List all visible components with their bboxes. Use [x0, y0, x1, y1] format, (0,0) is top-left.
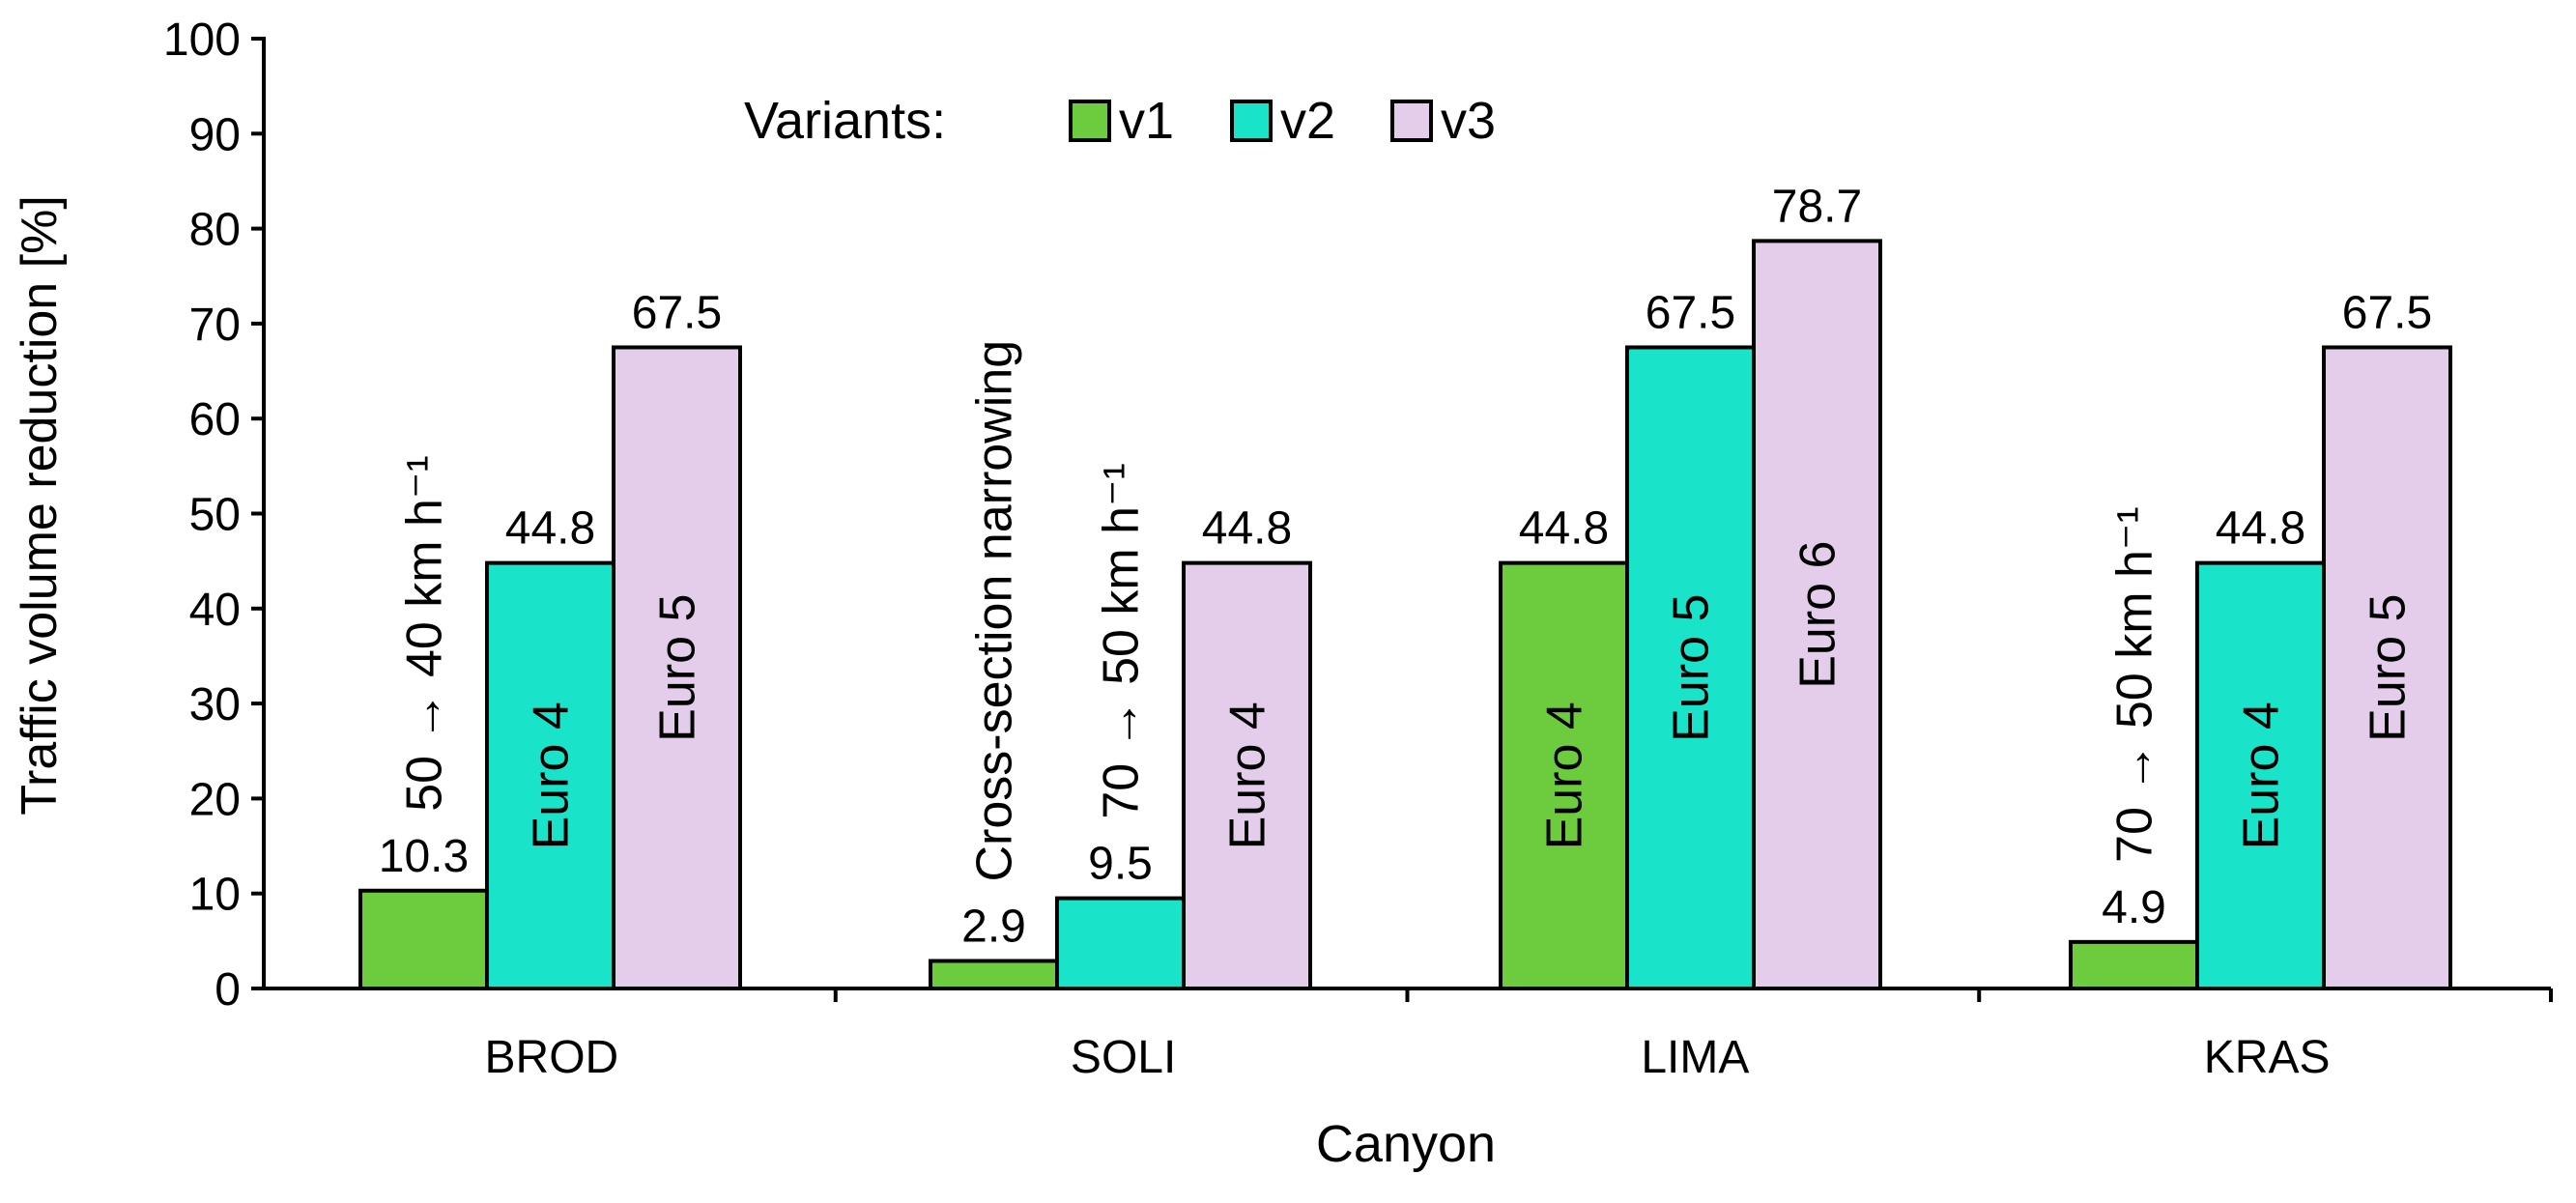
- y-tick-label: 30: [189, 679, 241, 730]
- data-label: 44.8: [2216, 503, 2305, 555]
- bar-annotation: Euro 4: [524, 702, 580, 849]
- bar-annotation: Euro 5: [2361, 594, 2417, 742]
- data-label: 44.8: [505, 503, 595, 555]
- y-tick-label: 10: [189, 870, 241, 921]
- y-tick-label: 40: [189, 585, 241, 636]
- data-label: 67.5: [632, 287, 722, 338]
- x-tick-label-soli: SOLI: [1071, 1032, 1176, 1083]
- y-tick-label: 60: [189, 394, 241, 445]
- y-tick-label: 20: [189, 774, 241, 825]
- legend-label-v2: v2: [1280, 92, 1335, 150]
- y-tick-label: 90: [189, 109, 241, 160]
- x-tick-label-kras: KRAS: [2204, 1032, 2331, 1083]
- bar-annotation: 50 → 40 km h⁻¹: [397, 455, 453, 811]
- data-label: 67.5: [1646, 287, 1735, 338]
- bar-v3-brod: [612, 345, 742, 991]
- data-label: 67.5: [2342, 287, 2432, 338]
- y-tick-label: 0: [215, 964, 241, 1016]
- y-axis-title: Traffic volume reduction [%]: [12, 195, 68, 816]
- bar-annotation: 70 → 50 km h⁻¹: [1094, 463, 1150, 818]
- bar-annotation: Euro 6: [1790, 541, 1846, 689]
- bar-annotation: Euro 4: [2234, 702, 2290, 849]
- data-label: 4.9: [2102, 882, 2166, 933]
- bar-annotation: Euro 5: [650, 594, 706, 742]
- bar-v3-soli: [1182, 560, 1312, 991]
- data-label: 9.5: [1088, 839, 1153, 890]
- legend-swatch-v1: [1069, 100, 1111, 142]
- bar-v2-brod: [485, 560, 615, 991]
- y-tick-label: 70: [189, 300, 241, 351]
- legend-swatch-v3: [1390, 100, 1433, 142]
- legend-label-v3: v3: [1441, 92, 1496, 150]
- legend-label-v1: v1: [1119, 92, 1174, 150]
- bar-annotation: 70 → 50 km h⁻¹: [2107, 506, 2163, 862]
- bar-v3-kras: [2322, 345, 2452, 991]
- x-axis-title: Canyon: [1316, 1115, 1496, 1173]
- data-label: 44.8: [1202, 503, 1292, 555]
- y-tick-label: 50: [189, 490, 241, 541]
- bar-annotation: Euro 4: [1220, 702, 1276, 849]
- data-label: 2.9: [961, 901, 1026, 952]
- legend-title: Variants:: [744, 92, 946, 150]
- bar-v1-lima: [1499, 560, 1629, 991]
- bar-v3-lima: [1752, 239, 1882, 990]
- bar-v1-brod: [358, 888, 489, 990]
- bar-v1-kras: [2069, 939, 2199, 991]
- legend-swatch-v2: [1230, 100, 1273, 142]
- data-label: 10.3: [379, 831, 469, 882]
- bar-annotation: Cross-section narrowing: [967, 340, 1023, 882]
- bar-annotation: Euro 5: [1664, 594, 1720, 742]
- y-tick-label: 100: [163, 14, 241, 66]
- data-label: 44.8: [1519, 503, 1609, 555]
- y-tick-label: 80: [189, 205, 241, 256]
- data-label: 78.7: [1772, 181, 1862, 232]
- x-tick-label-lima: LIMA: [1641, 1032, 1749, 1083]
- bar-v1-soli: [929, 959, 1059, 990]
- bar-annotation: Euro 4: [1537, 702, 1593, 849]
- bar-v2-soli: [1055, 896, 1186, 990]
- bar-v2-kras: [2195, 560, 2326, 991]
- x-tick-label-brod: BROD: [485, 1032, 619, 1083]
